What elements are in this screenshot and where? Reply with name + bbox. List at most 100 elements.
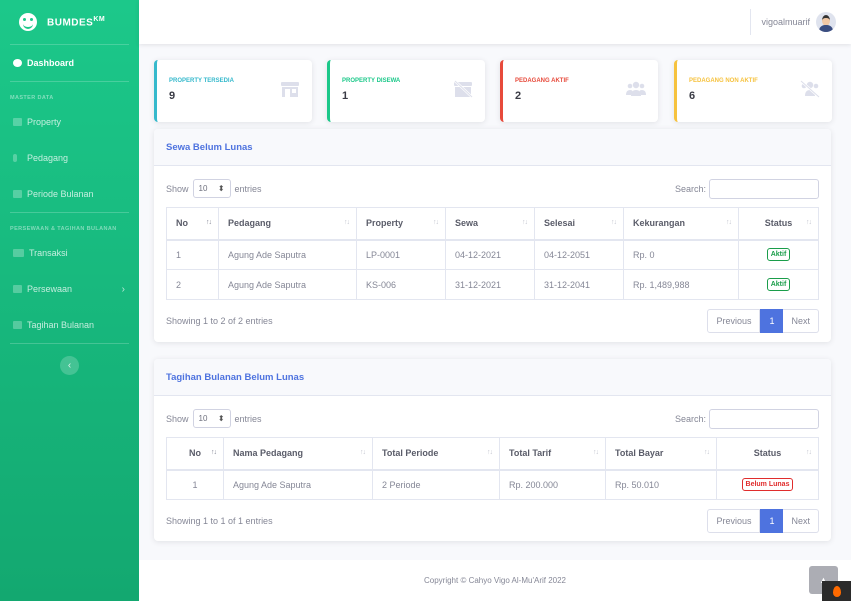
flame-icon[interactable] (822, 581, 851, 601)
column-header-no[interactable]: No ↑↓ (166, 437, 224, 471)
column-header-status[interactable]: Status ↑↓ (716, 437, 819, 471)
stat-card-pedagang-aktif: PEDAGANG AKTIF 2 (500, 60, 658, 122)
sidebar-toggle-button[interactable]: ‹ (60, 356, 79, 375)
cell-status: Aktif (738, 239, 819, 270)
sidebar-heading-master: MASTER DATA (10, 95, 54, 101)
column-header-selesai[interactable]: Selesai ↑↓ (534, 207, 624, 241)
sidebar-divider (10, 81, 129, 82)
folder-icon (13, 285, 22, 293)
sidebar-item-label: Dashboard (27, 58, 75, 68)
show-label: Show (166, 413, 189, 424)
pagination: Previous 1 Next (707, 509, 819, 533)
column-header-pedagang[interactable]: Pedagang ↑↓ (218, 207, 357, 241)
stat-value: 1 (342, 90, 349, 102)
sort-icon: ↑↓ (206, 219, 212, 226)
stat-value: 2 (515, 90, 522, 102)
avatar[interactable] (816, 12, 836, 32)
column-header-total-bayar[interactable]: Total Bayar ↑↓ (605, 437, 717, 471)
sidebar-item-pedagang[interactable]: Pedagang (0, 140, 139, 176)
sidebar-item-label: Transaksi (29, 248, 68, 258)
page-1-button[interactable]: 1 (760, 509, 784, 533)
next-button[interactable]: Next (783, 509, 819, 533)
search-label: Search: (674, 413, 706, 424)
column-header-status[interactable]: Status ↑↓ (738, 207, 819, 241)
panel-title: Sewa Belum Lunas (166, 141, 253, 153)
length-control: Show 10 entries (166, 409, 262, 428)
topbar: vigoalmuarif (139, 0, 851, 44)
table-footer: Showing 1 to 2 of 2 entries Previous 1 N… (154, 306, 831, 336)
sidebar-item-dashboard[interactable]: Dashboard (0, 45, 139, 81)
sidebar-item-periode[interactable]: Periode Bulanan (0, 176, 139, 212)
building-icon (13, 118, 22, 126)
cell-kekurangan: Rp. 0 (623, 239, 739, 270)
sort-icon: ↑↓ (806, 219, 812, 226)
pagination: Previous 1 Next (707, 309, 819, 333)
brand[interactable]: BUMDESKM (0, 0, 139, 44)
sidebar-divider (10, 44, 129, 45)
user-name[interactable]: vigoalmuarif (761, 17, 810, 27)
entries-label: entries (234, 413, 262, 424)
panel-tagihan-belum-lunas: Tagihan Bulanan Belum Lunas Show 10 entr… (154, 359, 831, 541)
entries-select[interactable]: 10 (192, 409, 231, 428)
table-controls: Show 10 entries Search: (154, 407, 831, 430)
table-header-row: No ↑↓ Nama Pedagang ↑↓ Total Periode ↑↓ Tot… (166, 437, 819, 471)
sidebar-item-transaksi[interactable]: Transaksi (0, 235, 139, 271)
stat-label: PEDAGANG NON AKTIF (689, 78, 758, 84)
sidebar: BUMDESKM Dashboard MASTER DATA Property … (0, 0, 139, 601)
store-slash-icon (454, 80, 473, 98)
cell-selesai: 04-12-2051 (534, 239, 624, 270)
store-icon (281, 82, 299, 97)
page-1-button[interactable]: 1 (760, 309, 784, 333)
search-input[interactable] (709, 408, 819, 429)
sort-icon: ↑↓ (593, 449, 599, 456)
money-icon (13, 249, 24, 257)
status-badge: Belum Lunas (741, 478, 794, 492)
sort-icon: ↑↓ (433, 219, 439, 226)
stat-card-property-tersedia: PROPERTY TERSEDIA 9 (154, 60, 312, 122)
sidebar-item-property[interactable]: Property (0, 104, 139, 140)
sort-icon: ↑↓ (487, 449, 493, 456)
sort-icon: ↑↓ (344, 219, 350, 226)
stat-card-property-disewa: PROPERTY DISEWA 1 (327, 60, 485, 122)
search-label: Search: (674, 183, 706, 194)
cell-pedagang: Agung Ade Saputra (218, 269, 357, 300)
sidebar-item-persewaan[interactable]: Persewaan › (0, 271, 139, 307)
table-row: 1 Agung Ade Saputra LP-0001 04-12-2021 0… (166, 239, 819, 270)
panel-sewa-belum-lunas: Sewa Belum Lunas Show 10 entries Search:… (154, 129, 831, 342)
stat-label: PROPERTY DISEWA (342, 78, 401, 84)
brand-name: BUMDESKM (47, 15, 106, 29)
column-header-no[interactable]: No ↑↓ (166, 207, 219, 241)
cell-total-bayar: Rp. 50.010 (605, 469, 717, 500)
previous-button[interactable]: Previous (707, 509, 761, 533)
flame-shape (832, 585, 841, 597)
column-header-total-tarif[interactable]: Total Tarif ↑↓ (499, 437, 606, 471)
panel-title: Tagihan Bulanan Belum Lunas (166, 371, 305, 383)
sidebar-item-label: Property (27, 117, 62, 127)
file-invoice-icon (13, 321, 22, 329)
topbar-divider (750, 9, 752, 35)
cell-pedagang: Agung Ade Saputra (218, 239, 357, 270)
sort-icon: ↑↓ (522, 219, 528, 226)
column-header-property[interactable]: Property ↑↓ (356, 207, 446, 241)
cell-nama-pedagang: Agung Ade Saputra (223, 469, 373, 500)
stat-label: PROPERTY TERSEDIA (169, 78, 234, 84)
sewa-table: No ↑↓ Pedagang ↑↓ Property ↑↓ Sewa ↑↓ Selesa… (166, 207, 819, 300)
next-button[interactable]: Next (783, 309, 819, 333)
sidebar-heading-persewaan: PERSEWAAN & TAGIHAN BULANAN (10, 226, 117, 232)
previous-button[interactable]: Previous (707, 309, 761, 333)
sidebar-item-tagihan[interactable]: Tagihan Bulanan (0, 307, 139, 343)
search-input[interactable] (709, 178, 819, 199)
smile-logo-icon (19, 13, 37, 31)
tagihan-table: No ↑↓ Nama Pedagang ↑↓ Total Periode ↑↓ Tot… (166, 437, 819, 500)
cell-sewa: 31-12-2021 (445, 269, 535, 300)
sort-icon: ↑↓ (704, 449, 710, 456)
column-header-total-periode[interactable]: Total Periode ↑↓ (372, 437, 500, 471)
column-header-nama-pedagang[interactable]: Nama Pedagang ↑↓ (223, 437, 373, 471)
stat-label: PEDAGANG AKTIF (515, 78, 569, 84)
sidebar-divider (10, 212, 129, 213)
table-row: 2 Agung Ade Saputra KS-006 31-12-2021 31… (166, 269, 819, 300)
column-header-kekurangan[interactable]: Kekurangan ↑↓ (623, 207, 739, 241)
entries-select[interactable]: 10 (192, 179, 231, 198)
column-header-sewa[interactable]: Sewa ↑↓ (445, 207, 535, 241)
footer: Copyright © Cahyo Vigo Al-Mu'Arif 2022 (139, 560, 851, 601)
